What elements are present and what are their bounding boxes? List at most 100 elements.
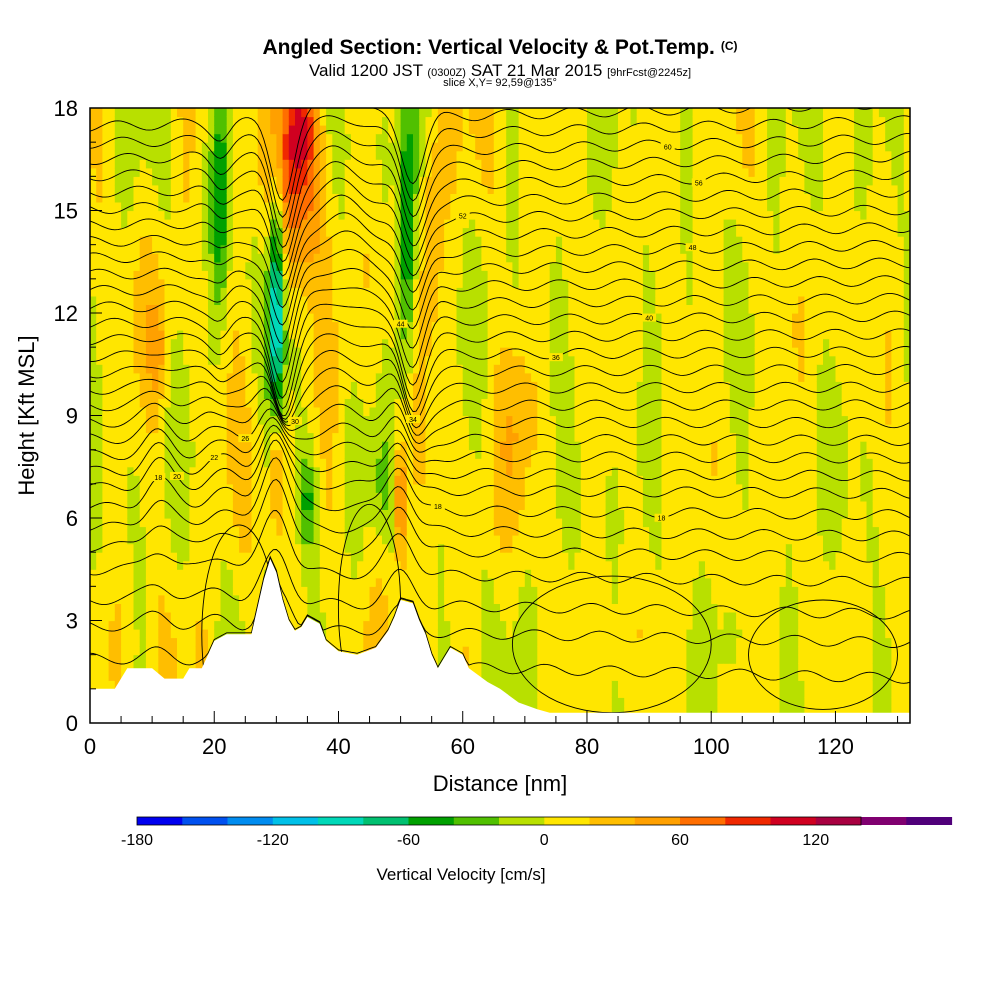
velocity-cell xyxy=(394,492,402,502)
velocity-cell xyxy=(369,108,377,118)
velocity-cell xyxy=(419,236,426,246)
velocity-cell xyxy=(406,116,414,126)
velocity-cell xyxy=(369,210,377,220)
velocity-cell xyxy=(177,278,184,288)
velocity-cell xyxy=(245,176,253,186)
velocity-cell xyxy=(512,415,520,425)
velocity-cell xyxy=(375,449,383,459)
velocity-cell xyxy=(350,560,358,570)
velocity-cell xyxy=(214,253,221,263)
velocity-cell xyxy=(133,526,141,536)
velocity-cell xyxy=(145,500,153,510)
velocity-cell xyxy=(288,586,296,596)
velocity-cell xyxy=(481,449,489,459)
velocity-cell xyxy=(183,364,190,374)
velocity-cell xyxy=(195,654,203,664)
velocity-cell xyxy=(145,133,153,143)
velocity-cell xyxy=(512,654,520,664)
velocity-cell xyxy=(295,560,302,570)
velocity-cell xyxy=(313,577,321,587)
velocity-cell xyxy=(195,560,203,570)
velocity-cell xyxy=(96,407,103,417)
velocity-cell xyxy=(475,381,482,391)
velocity-cell xyxy=(344,116,352,126)
velocity-cell xyxy=(363,338,371,348)
velocity-cell xyxy=(208,364,215,374)
velocity-cell xyxy=(500,210,507,220)
velocity-cell xyxy=(487,159,495,169)
velocity-cell xyxy=(413,603,420,613)
velocity-cell xyxy=(195,509,203,519)
velocity-cell xyxy=(350,389,358,399)
velocity-cell xyxy=(295,543,302,553)
velocity-cell xyxy=(307,236,315,246)
velocity-cell xyxy=(90,620,97,630)
velocity-cell xyxy=(338,347,346,357)
velocity-cell xyxy=(419,458,426,468)
velocity-cell xyxy=(251,432,259,442)
velocity-cell xyxy=(257,227,265,237)
velocity-cell xyxy=(394,133,402,143)
velocity-cell xyxy=(319,389,327,399)
velocity-cell xyxy=(444,338,451,348)
velocity-cell xyxy=(444,500,451,510)
velocity-cell xyxy=(96,304,103,314)
velocity-cell xyxy=(96,492,103,502)
velocity-cell xyxy=(338,441,346,451)
velocity-cell xyxy=(450,184,458,194)
velocity-cell xyxy=(220,116,228,126)
velocity-cell xyxy=(201,569,209,579)
velocity-cell xyxy=(257,518,265,528)
velocity-cell xyxy=(332,338,340,348)
velocity-cell xyxy=(319,483,327,493)
velocity-cell xyxy=(487,295,495,305)
velocity-cell xyxy=(158,629,166,639)
velocity-cell xyxy=(127,236,135,246)
velocity-cell xyxy=(375,108,383,118)
velocity-cell xyxy=(481,193,489,203)
velocity-cell xyxy=(450,347,458,357)
velocity-cell xyxy=(481,167,489,177)
velocity-cell xyxy=(133,483,141,493)
velocity-cell xyxy=(301,219,308,229)
velocity-cell xyxy=(413,347,420,357)
velocity-cell xyxy=(251,227,259,237)
velocity-cell xyxy=(462,270,470,280)
velocity-cell xyxy=(214,594,221,604)
velocity-cell xyxy=(344,236,352,246)
velocity-cell xyxy=(288,227,296,237)
velocity-cell xyxy=(145,603,153,613)
velocity-cell xyxy=(388,321,395,331)
velocity-cell xyxy=(375,407,383,417)
velocity-cell xyxy=(419,449,426,459)
velocity-cell xyxy=(493,407,501,417)
velocity-cell xyxy=(158,202,166,212)
velocity-cell xyxy=(208,543,215,553)
velocity-cell xyxy=(338,586,346,596)
velocity-cell xyxy=(369,133,377,143)
velocity-cell xyxy=(121,278,128,288)
velocity-cell xyxy=(232,432,240,442)
velocity-cell xyxy=(127,646,135,656)
velocity-cell xyxy=(456,125,464,135)
velocity-cell xyxy=(270,475,277,485)
velocity-cell xyxy=(251,133,259,143)
velocity-cell xyxy=(295,381,302,391)
velocity-cell xyxy=(307,313,315,323)
velocity-cell xyxy=(183,295,190,305)
velocity-cell xyxy=(369,236,377,246)
velocity-cell xyxy=(177,603,184,613)
velocity-cell xyxy=(512,150,520,160)
velocity-cell xyxy=(319,441,327,451)
velocity-cell xyxy=(295,202,302,212)
velocity-cell xyxy=(313,535,321,545)
velocity-cell xyxy=(257,475,265,485)
velocity-cell xyxy=(270,167,277,177)
velocity-cell xyxy=(220,338,228,348)
velocity-cell xyxy=(326,552,333,562)
velocity-cell xyxy=(468,663,476,673)
velocity-cell xyxy=(357,167,364,177)
velocity-cell xyxy=(450,509,458,519)
velocity-cell xyxy=(263,125,271,135)
velocity-cell xyxy=(431,458,439,468)
